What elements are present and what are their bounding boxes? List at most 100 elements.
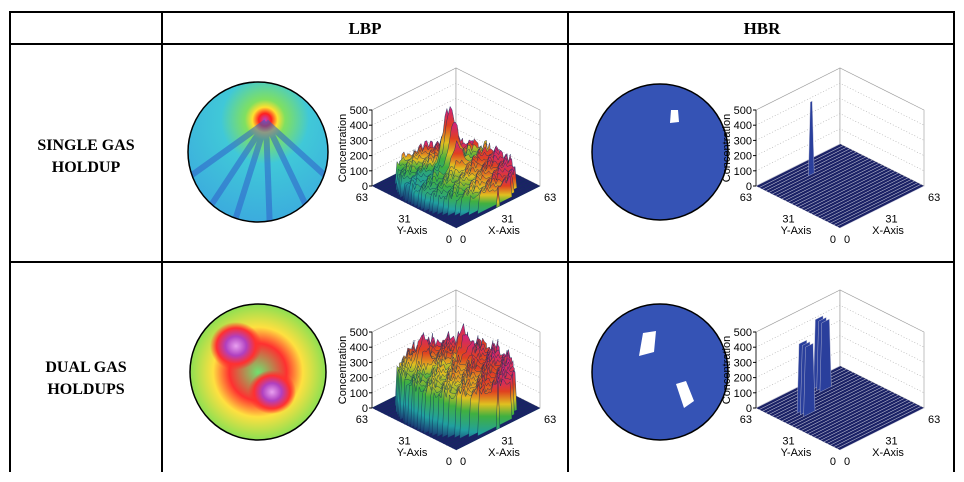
grid-line xyxy=(755,335,925,378)
z-tick-label: 200 xyxy=(350,151,368,163)
surface-slice xyxy=(836,184,921,227)
grid-line xyxy=(755,320,925,363)
x-axis-label: X-Axis xyxy=(488,447,520,459)
row-label: DUAL GAS xyxy=(45,359,126,376)
table-grid xyxy=(9,11,955,472)
surface-slice xyxy=(775,375,860,418)
grid-line xyxy=(755,113,925,156)
y-tick-label: 31 xyxy=(782,435,794,447)
x-tick-label: 63 xyxy=(928,192,940,204)
surface-slice xyxy=(791,161,876,204)
surface-slice xyxy=(772,100,857,195)
z-tick-label: 0 xyxy=(746,181,752,193)
z-tick-label: 500 xyxy=(734,327,752,339)
grid-line xyxy=(755,82,925,126)
hbr-dual-image xyxy=(591,303,729,441)
surface-slice xyxy=(755,143,841,187)
z-tick-label: 200 xyxy=(734,151,752,163)
y-tick-label: 0 xyxy=(446,456,452,468)
z-tick-label: 500 xyxy=(350,105,368,117)
grid-line xyxy=(371,289,541,333)
surface-slice xyxy=(455,185,541,229)
z-tick-label: 200 xyxy=(350,373,368,385)
surface-slice xyxy=(820,176,905,219)
x-tick-label: 31 xyxy=(885,435,897,447)
grid-line xyxy=(371,67,541,111)
y-tick-label: 0 xyxy=(830,234,836,246)
z-tick-label: 0 xyxy=(746,403,752,415)
z-tick-label: 100 xyxy=(350,166,368,178)
grid-line xyxy=(371,304,541,348)
y-tick-label: 63 xyxy=(356,414,368,426)
surface-slice xyxy=(833,404,918,447)
surface-slice xyxy=(452,377,537,449)
x-tick-label: 0 xyxy=(460,456,466,468)
z-tick-label: 500 xyxy=(350,327,368,339)
z-tick-label: 100 xyxy=(734,166,752,178)
surface-slice xyxy=(810,171,895,214)
x-tick-label: 63 xyxy=(544,192,556,204)
surface-slice xyxy=(827,179,912,222)
row-label: HOLDUP xyxy=(52,159,121,176)
surface-slice xyxy=(404,105,489,203)
x-axis-label: X-Axis xyxy=(488,225,520,237)
column-header: HBR xyxy=(744,19,782,38)
surface-slice xyxy=(797,386,883,430)
z-tick-label: 500 xyxy=(734,105,752,117)
hbr-single-image xyxy=(591,83,729,221)
z-axis-label: Concentration xyxy=(721,114,733,183)
x-tick-label: 63 xyxy=(544,414,556,426)
z-tick-label: 100 xyxy=(350,388,368,400)
y-tick-label: 0 xyxy=(830,456,836,468)
surface-slice xyxy=(762,147,847,190)
surface-slice xyxy=(817,174,902,217)
grid-line xyxy=(755,67,925,111)
grid-line xyxy=(755,350,925,394)
surface-slice xyxy=(452,175,537,227)
x-tick-label: 0 xyxy=(460,234,466,246)
z-tick-label: 200 xyxy=(734,373,752,385)
surface-slice xyxy=(820,398,905,441)
surface-slice xyxy=(788,160,873,203)
surface-slice xyxy=(794,163,879,206)
surface-slice xyxy=(794,385,879,428)
surface-slice xyxy=(785,158,870,201)
x-tick-label: 31 xyxy=(885,213,897,225)
grid-line xyxy=(755,304,925,348)
y-axis-label: Y-Axis xyxy=(397,447,428,459)
lbp-dual-image xyxy=(189,303,327,441)
surface-slice xyxy=(817,396,902,439)
surface-slice xyxy=(823,177,908,221)
surface-plots: 0100200300400500Concentration03163Y-Axis… xyxy=(337,67,940,468)
y-axis-label: Y-Axis xyxy=(781,225,812,237)
surface-slice xyxy=(807,169,892,212)
y-axis-label: Y-Axis xyxy=(397,225,428,237)
y-tick-label: 63 xyxy=(356,192,368,204)
surface-slice xyxy=(455,380,541,451)
z-tick-label: 300 xyxy=(350,357,368,369)
z-axis-label: Concentration xyxy=(337,336,349,405)
surface-slice xyxy=(833,182,918,225)
surface-slice xyxy=(778,155,863,198)
z-tick-label: 0 xyxy=(362,403,368,415)
surface-slice xyxy=(814,172,899,216)
surface-slice xyxy=(839,407,925,451)
surface-slice xyxy=(781,156,866,200)
surface-slice xyxy=(801,388,886,431)
surface-slice xyxy=(814,394,899,438)
lbp-single-image xyxy=(187,81,329,223)
y-tick-label: 63 xyxy=(740,414,752,426)
surface-slice xyxy=(775,153,860,196)
surface-slice xyxy=(804,390,889,433)
grid-line xyxy=(371,98,541,141)
row-label: SINGLE GAS xyxy=(37,137,134,154)
column-header: LBP xyxy=(348,19,381,38)
grid-line xyxy=(371,82,541,126)
z-tick-label: 400 xyxy=(734,120,752,132)
x-axis-label: X-Axis xyxy=(872,447,904,459)
surface-slice xyxy=(830,181,915,224)
surface-slice xyxy=(801,166,886,209)
surface-slice xyxy=(804,168,889,211)
